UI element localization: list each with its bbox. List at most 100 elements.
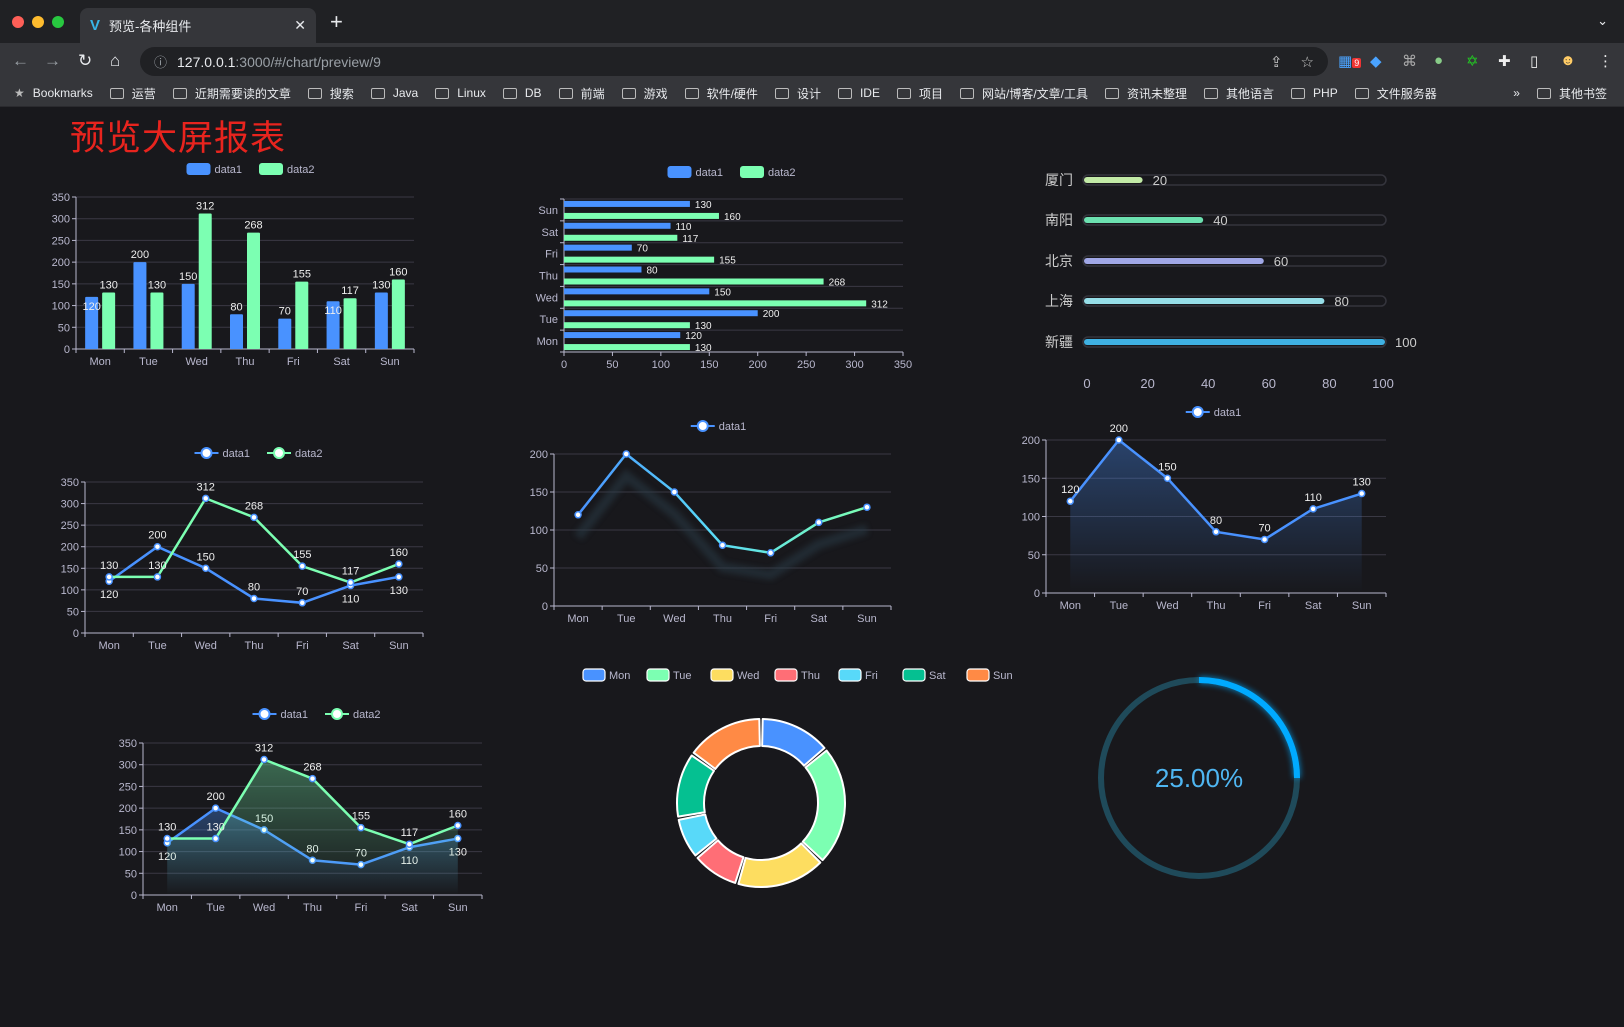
bar-data2 [564, 344, 690, 351]
bookmark-folder[interactable]: 其他语言 [1204, 85, 1274, 102]
data-point [622, 450, 630, 458]
y-tick-label: 100 [530, 525, 548, 537]
star-extension-icon[interactable]: ✡ [1466, 53, 1479, 70]
x-tick-label: Tue [139, 356, 158, 368]
bookmark-label: 文件服务器 [1376, 86, 1437, 101]
bookmark-folder[interactable]: Java [370, 86, 419, 100]
bookmark-label: 项目 [918, 86, 943, 101]
folder-icon [307, 87, 322, 99]
circle-extension-icon[interactable]: ● [1434, 52, 1444, 69]
back-icon[interactable]: ← [12, 51, 29, 70]
data-point [1357, 489, 1366, 498]
bookmarks-button[interactable]: ★ Bookmarks [14, 86, 93, 100]
menu-kebab-icon[interactable]: ⋮ [1598, 53, 1613, 70]
bookmark-label: Java [392, 86, 419, 100]
other-bookmarks-folder[interactable]: 其他书签 [1536, 85, 1607, 102]
bookmark-folder[interactable]: 设计 [774, 85, 821, 102]
progress-value: 20 [1153, 173, 1167, 188]
data-label: 312 [871, 299, 888, 310]
site-info-icon[interactable]: ⓘ [154, 55, 168, 70]
data-label: 155 [352, 811, 370, 823]
data-point [454, 821, 462, 830]
bookmark-folder[interactable]: 资讯未整理 [1105, 85, 1187, 102]
bookmark-folder[interactable]: 项目 [896, 85, 943, 102]
data-point [250, 513, 258, 522]
bookmark-folder[interactable]: Linux [435, 86, 486, 100]
reload-icon[interactable]: ↻ [78, 51, 93, 70]
bookmark-label: 软件/硬件 [706, 86, 758, 101]
x-tick-label: 350 [894, 359, 912, 371]
bookmark-label: 网站/博客/文章/工具 [981, 86, 1088, 101]
data-label: 312 [255, 743, 273, 755]
bookmarks-overflow-button[interactable]: » [1513, 86, 1520, 100]
data-label: 268 [244, 220, 262, 232]
data-point [718, 541, 727, 549]
home-icon[interactable]: ⌂ [110, 51, 121, 70]
x-tick-label: 0 [561, 359, 567, 371]
bookmark-star-icon[interactable]: ☆ [1300, 53, 1314, 71]
folder-icon [370, 87, 385, 99]
address-bar[interactable]: ⓘ 127.0.0.1:3000/#/chart/preview/9 ⇪ ☆ [140, 47, 1328, 76]
extension-icon[interactable]: ▦ 9 [1338, 53, 1362, 70]
tab-search-chevron-icon[interactable]: ⌄ [1597, 13, 1608, 28]
folder-icon [172, 87, 187, 99]
x-tick-label: 50 [606, 359, 618, 371]
x-tick-label: 80 [1322, 376, 1336, 391]
data-label: 120 [685, 331, 702, 342]
close-tab-icon[interactable]: ✕ [294, 17, 306, 33]
y-tick-label: 0 [131, 890, 137, 902]
data-label: 130 [100, 560, 118, 572]
maximize-window-button[interactable] [52, 16, 64, 28]
y-tick-label: 350 [52, 192, 70, 204]
progress-track [1082, 336, 1387, 348]
new-tab-button[interactable]: + [330, 9, 343, 34]
progress-fill [1084, 339, 1385, 345]
x-tick-label: Wed [253, 902, 275, 914]
y-tick-label: 200 [1022, 435, 1040, 447]
folder-icon [684, 87, 699, 99]
forward-icon[interactable]: → [44, 51, 61, 70]
legend-label: data1 [696, 167, 724, 179]
browser-tab[interactable]: V 预览-各种组件 ✕ [80, 8, 316, 43]
y-tick-label: Sun [538, 205, 558, 217]
bookmark-folder[interactable]: IDE [837, 86, 880, 100]
command-extension-icon[interactable]: ⌘ [1402, 53, 1417, 70]
y-tick-label: Sat [541, 227, 558, 239]
data-label: 155 [293, 269, 311, 281]
y-tick-label: 50 [1028, 550, 1040, 562]
bookmark-folder[interactable]: 文件服务器 [1354, 85, 1437, 102]
share-icon[interactable]: ⇪ [1269, 53, 1283, 71]
bookmark-folder[interactable]: 搜索 [307, 85, 354, 102]
bookmark-folder[interactable]: PHP [1291, 86, 1338, 100]
x-tick-label: Sun [857, 613, 877, 625]
bookmark-folder[interactable]: DB [502, 86, 542, 100]
progress-fill [1084, 258, 1264, 264]
progress-fill [1084, 298, 1325, 304]
side-panel-icon[interactable]: ▯ [1530, 53, 1539, 70]
bookmark-label: 前端 [580, 86, 605, 101]
gem-extension-icon[interactable]: ◆ [1370, 53, 1382, 70]
progress-label: 南阳 [1045, 212, 1073, 228]
folder-icon [1291, 87, 1306, 99]
puzzle-extensions-icon[interactable]: ✚ [1498, 53, 1511, 70]
minimize-window-button[interactable] [32, 16, 44, 28]
data-label: 70 [637, 244, 649, 255]
bookmark-folder[interactable]: 网站/博客/文章/工具 [959, 85, 1088, 102]
bookmark-folder[interactable]: 前端 [558, 85, 605, 102]
bookmark-folder[interactable]: 软件/硬件 [684, 85, 758, 102]
bookmark-folder[interactable]: 近期需要读的文章 [172, 85, 291, 102]
data-label: 117 [341, 285, 359, 297]
x-tick-label: Sun [380, 356, 400, 368]
bookmark-folder[interactable]: 游戏 [621, 85, 668, 102]
bookmark-label: 游戏 [643, 86, 668, 101]
y-tick-label: 200 [52, 257, 70, 269]
x-tick-label: 150 [700, 359, 718, 371]
legend-swatch [902, 668, 926, 682]
bookmark-folder[interactable]: 运营 [109, 85, 156, 102]
y-tick-label: 300 [52, 214, 70, 226]
profile-avatar[interactable]: ☻ [1560, 52, 1576, 69]
gauge-progress [1198, 677, 1300, 779]
close-window-button[interactable] [12, 16, 24, 28]
y-tick-label: Fri [545, 249, 558, 261]
